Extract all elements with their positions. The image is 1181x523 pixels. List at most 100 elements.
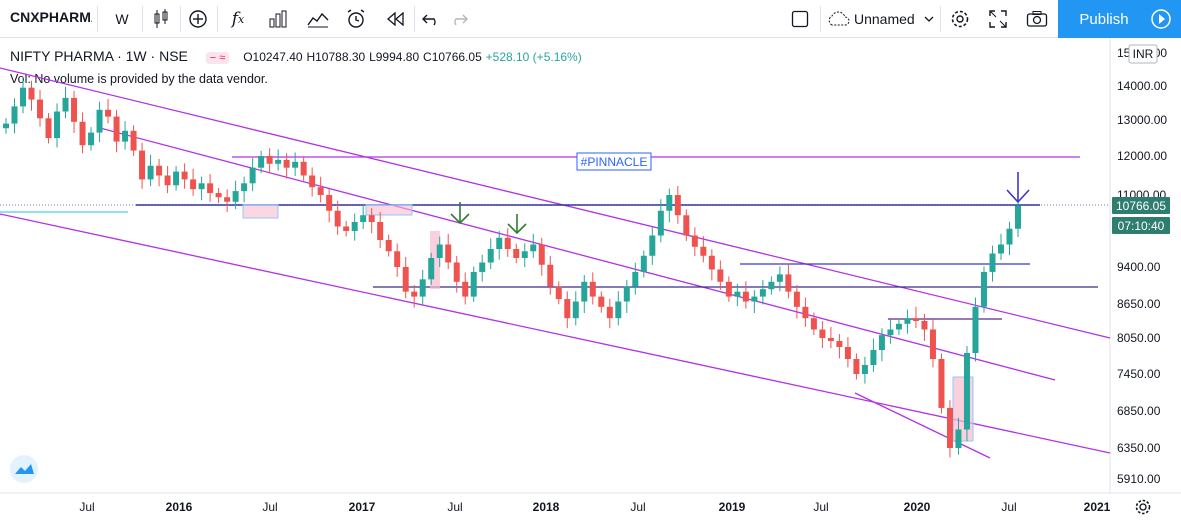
tradingview-logo-icon[interactable] — [10, 455, 38, 483]
candle-body — [929, 329, 936, 359]
candle-body — [394, 251, 401, 267]
toolbar-divider — [97, 6, 98, 32]
candle-body — [938, 359, 945, 408]
cloud-icon[interactable] — [826, 4, 850, 34]
candle-body — [598, 296, 605, 307]
time-tick-label: 2020 — [904, 500, 931, 514]
candle-body — [96, 109, 103, 133]
time-tick-label: 2017 — [349, 500, 376, 514]
redo-icon[interactable] — [446, 4, 472, 34]
templates-icon[interactable] — [304, 4, 332, 34]
mid-trendline — [99, 127, 1056, 381]
pinnacle-label[interactable]: #PINNACLE — [576, 152, 652, 171]
chevron-down-icon[interactable] — [922, 4, 936, 34]
chart-style-icon[interactable] — [148, 4, 174, 34]
highlight-box — [430, 231, 440, 289]
candle-body — [402, 267, 409, 292]
candle-body — [351, 222, 358, 231]
candle-body — [827, 338, 834, 341]
price-tick-label: 12000.00 — [1117, 149, 1167, 163]
interval-button[interactable]: W — [115, 11, 129, 27]
candle-body — [445, 244, 452, 263]
bar-chart-icon[interactable] — [264, 4, 292, 34]
ohlc-low: L9994.80 — [369, 50, 420, 64]
snapshot-camera-icon[interactable] — [1022, 4, 1052, 34]
candle-body — [54, 111, 61, 138]
price-tick-label: 13000.00 — [1117, 113, 1167, 127]
candle-body — [360, 215, 367, 222]
candle-body — [870, 350, 877, 365]
candle-body — [649, 235, 656, 256]
volume-note: Vol: No volume is provided by the data v… — [10, 72, 268, 86]
arrow-markers[interactable] — [450, 172, 1030, 235]
time-axis[interactable]: Jul 2016 Jul 2017 Jul 2018 Jul 2019 Jul 2020 Jul 20… — [79, 500, 1110, 514]
candle-body — [71, 97, 78, 122]
play-icon[interactable] — [1140, 0, 1181, 38]
trend-lines[interactable] — [0, 67, 1111, 459]
fullscreen-icon[interactable] — [984, 4, 1012, 34]
svg-text:07:10:40: 07:10:40 — [1118, 219, 1165, 233]
candle-body — [785, 274, 792, 292]
symbol-search[interactable]: CNXPHARMA — [10, 9, 92, 25]
candle-body — [258, 156, 265, 168]
time-tick-label: 2019 — [719, 500, 746, 514]
price-tick-label: 8050.00 — [1117, 331, 1161, 345]
candle-body — [428, 258, 435, 280]
price-tick-label: 8650.00 — [1117, 297, 1161, 311]
highlight-boxes[interactable] — [242, 204, 974, 442]
candle-body — [632, 271, 639, 287]
alert-clock-icon[interactable] — [342, 4, 370, 34]
candle-body — [640, 255, 647, 272]
candle-body — [139, 150, 146, 180]
time-tick-label: Jul — [813, 500, 828, 514]
candle-body — [751, 296, 758, 302]
candle-body — [997, 244, 1004, 254]
replay-icon[interactable] — [382, 4, 410, 34]
candle-body — [232, 191, 239, 202]
candle-body — [283, 159, 290, 168]
candle-body — [513, 249, 520, 258]
candle-body — [419, 279, 426, 297]
candle-body — [853, 359, 860, 374]
candle-body — [623, 286, 630, 302]
layout-square-icon[interactable] — [786, 4, 814, 34]
candle-body — [317, 187, 324, 195]
undo-icon[interactable] — [418, 4, 444, 34]
toolbar-divider — [142, 6, 143, 32]
candle-body — [122, 130, 129, 142]
candle-body — [904, 318, 911, 324]
candle-body — [921, 321, 928, 330]
candle-body — [62, 97, 69, 112]
compare-add-icon[interactable] — [185, 4, 211, 34]
candle-body — [156, 165, 163, 176]
layout-name[interactable]: Unnamed — [854, 11, 915, 27]
down-arrow-icon — [1006, 172, 1030, 204]
price-axis[interactable]: 15000.0014000.0013000.0012000.0011000.00… — [1117, 46, 1167, 486]
candle-body — [385, 240, 392, 252]
price-tick-label: 14000.00 — [1117, 79, 1167, 93]
candle-body — [683, 215, 690, 236]
publish-button[interactable]: Publish — [1058, 0, 1150, 38]
candle-body — [462, 281, 469, 297]
toolbar-divider — [940, 6, 941, 32]
chart-settings-gear-icon[interactable] — [1135, 499, 1151, 515]
candle-body — [530, 244, 537, 252]
candle-body — [734, 291, 741, 297]
candle-body — [37, 99, 44, 119]
symbol-title[interactable]: NIFTY PHARMA · 1W · NSE — [10, 48, 188, 64]
toolbar-divider — [180, 6, 181, 32]
candle-body — [810, 318, 817, 330]
candle-body — [215, 193, 222, 198]
candle-body — [989, 253, 996, 272]
candle-body — [955, 429, 962, 448]
candle-body — [606, 306, 613, 319]
candle-body — [181, 171, 188, 180]
price-chart[interactable]: #PINNACLE 15000.0014000.0013000.0012000.… — [0, 38, 1181, 523]
currency-badge[interactable]: INR — [1128, 44, 1158, 64]
candle-body — [674, 195, 681, 216]
compare-badge[interactable]: − ≈ — [205, 52, 230, 64]
horizontal-levels[interactable] — [0, 204, 1110, 320]
settings-gear-icon[interactable] — [946, 4, 974, 34]
candle-body — [266, 156, 273, 164]
